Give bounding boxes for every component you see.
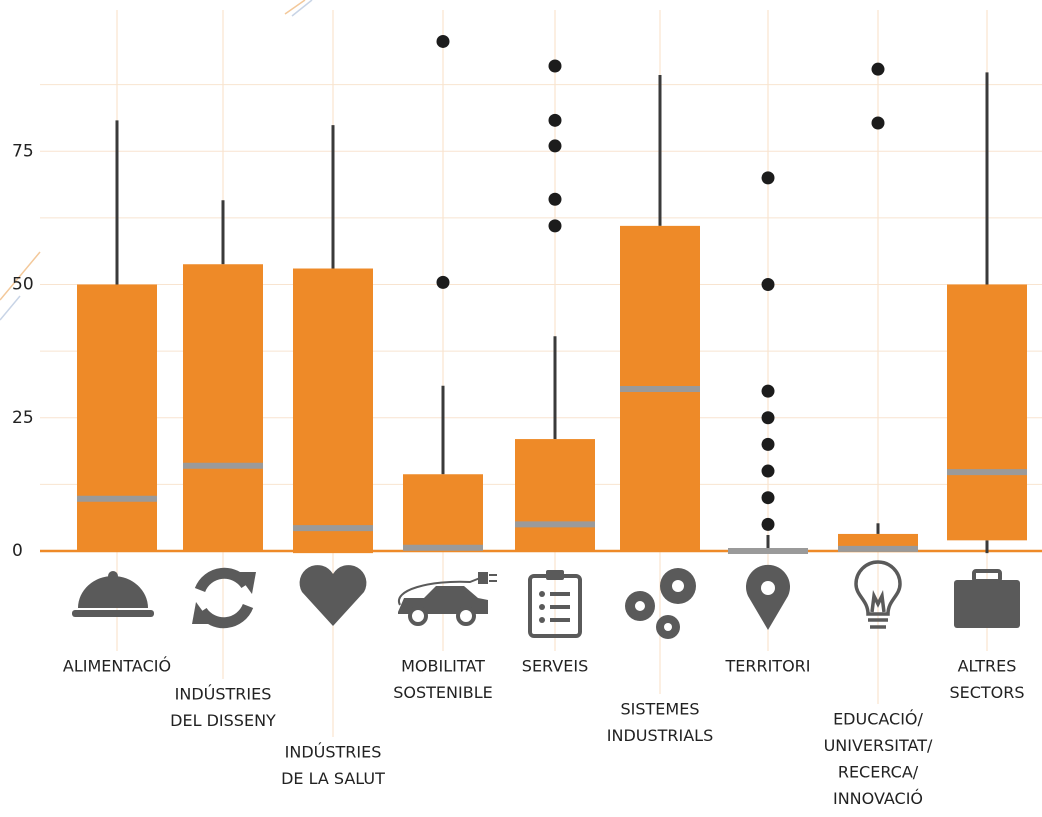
x-tick-label: RECERCA/ <box>838 763 919 782</box>
x-tick-label: EDUCACIÓ/ <box>833 710 923 729</box>
marks <box>77 34 1027 554</box>
icon-clipboard <box>528 570 582 638</box>
icons <box>72 560 1020 639</box>
outlier <box>871 62 885 76</box>
x-tick-label: INDÚSTRIES <box>175 685 272 704</box>
box <box>183 264 263 551</box>
icon-cycle-heads <box>192 572 256 624</box>
x-tick-label: DEL DISSENY <box>170 711 276 730</box>
outlier <box>548 219 562 233</box>
grid: 0 25 50 75 <box>12 10 1042 737</box>
x-tick-label: SISTEMES <box>621 700 700 719</box>
outlier <box>436 275 450 289</box>
outlier <box>871 116 885 130</box>
y-tick-label: 75 <box>12 141 34 161</box>
x-tick-label: SECTORS <box>949 683 1024 702</box>
outlier <box>761 464 775 478</box>
box <box>293 268 373 554</box>
y-tick-label: 0 <box>12 541 23 561</box>
outlier <box>548 59 562 73</box>
outlier <box>761 437 775 451</box>
outlier <box>761 278 775 291</box>
outlier <box>548 113 562 127</box>
outlier <box>761 411 775 425</box>
icon-car <box>397 572 497 626</box>
x-tick-label: UNIVERSITAT/ <box>824 736 933 755</box>
outlier <box>436 34 450 48</box>
outlier <box>548 192 562 206</box>
icon-cycle <box>194 567 254 629</box>
x-tick-label: INDUSTRIALS <box>607 726 714 745</box>
outlier <box>761 517 775 531</box>
y-tick-label: 50 <box>12 275 34 295</box>
x-tick-label: MOBILITAT <box>401 657 485 676</box>
icon-briefcase <box>954 569 1020 628</box>
decoration <box>0 0 313 321</box>
x-tick-label: INDÚSTRIES <box>285 743 382 762</box>
outlier <box>761 384 775 398</box>
box <box>77 284 157 551</box>
x-tick-label: SERVEIS <box>522 657 588 676</box>
outlier <box>761 491 775 505</box>
x-tick-label: INNOVACIÓ <box>833 789 923 808</box>
box <box>515 439 595 551</box>
x-tick-label: DE LA SALUT <box>281 769 385 788</box>
x-tick-label: ALTRES <box>958 657 1017 676</box>
icon-heart <box>299 565 367 626</box>
x-tick-label: ALIMENTACIÓ <box>63 657 171 676</box>
icon-pin <box>746 564 790 630</box>
y-tick-label: 25 <box>12 408 34 428</box>
icon-cloche <box>72 571 154 617</box>
icon-gears <box>625 568 696 639</box>
icon-bulb <box>854 560 902 629</box>
box <box>403 474 483 551</box>
x-tick-label: SOSTENIBLE <box>393 683 492 702</box>
x-tick-label: TERRITORI <box>724 657 810 676</box>
box <box>947 284 1027 541</box>
outlier <box>548 139 562 153</box>
outlier <box>761 171 775 185</box>
